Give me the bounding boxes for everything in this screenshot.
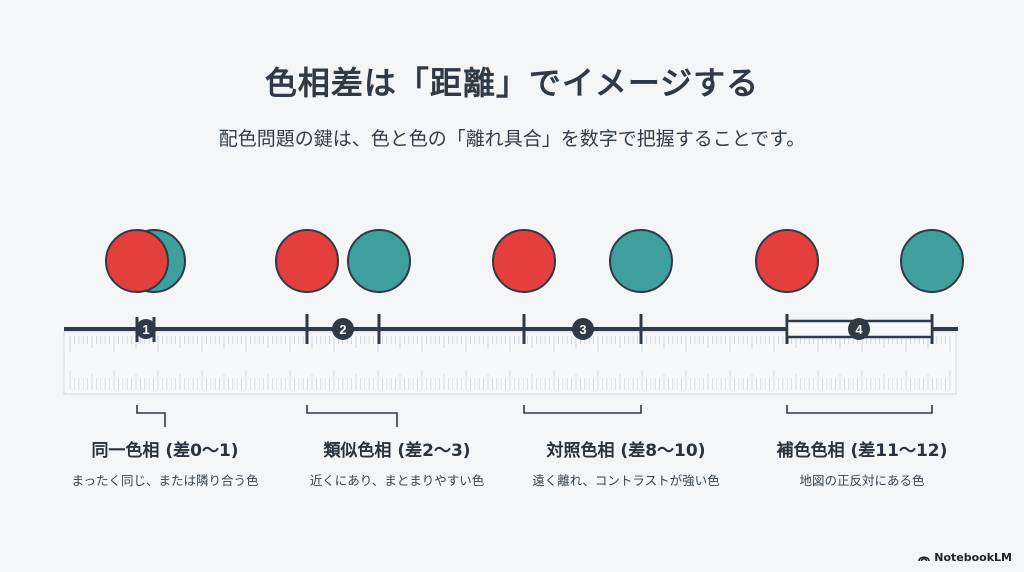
badge-3-number: 3 [579,322,586,337]
range-brackets [136,405,933,427]
category-3-label: 対照色相 (差8〜10) [546,441,706,461]
category-2-label: 類似色相 (差2〜3) [323,441,471,461]
red-circle-2 [275,229,339,293]
teal-circle-2 [347,229,411,293]
bracket-3 [523,405,642,414]
page-title: 色相差は「距離」でイメージする [264,64,760,102]
badge-2-number: 2 [339,322,346,337]
category-2-description: 近くにあり、まとまりやすい色 [309,473,485,488]
color-pairs [105,229,964,293]
red-circle-3 [492,229,556,293]
red-circle-1 [105,229,169,293]
bracket-2 [306,405,398,427]
notebooklm-logo-icon [918,556,931,562]
teal-circle-4 [900,229,964,293]
badge-1: 1 [136,319,156,339]
ruler-ticks [69,336,951,390]
badge-3: 3 [572,318,594,340]
brand-name: NotebookLM [934,551,1012,564]
category-3-description: 遠く離れ、コントラストが強い色 [532,473,720,488]
category-1-label: 同一色相 (差0〜1) [91,441,239,461]
red-circle-4 [755,229,819,293]
bracket-4 [786,405,933,414]
category-1-description: まったく同じ、または隣り合う色 [71,473,259,488]
teal-circle-3 [609,229,673,293]
badge-2: 2 [332,318,354,340]
category-4-description: 地図の正反対にある色 [799,473,925,488]
badge-4-number: 4 [855,322,863,337]
brand-mark: NotebookLM [918,551,1012,564]
bracket-1 [136,405,166,427]
page-subtitle: 配色問題の鍵は、色と色の「離れ具合」を数字で把握することです。 [218,128,806,150]
category-4-label: 補色色相 (差11〜12) [776,441,948,461]
badge-1-number: 1 [142,322,149,337]
badge-4: 4 [848,318,870,340]
